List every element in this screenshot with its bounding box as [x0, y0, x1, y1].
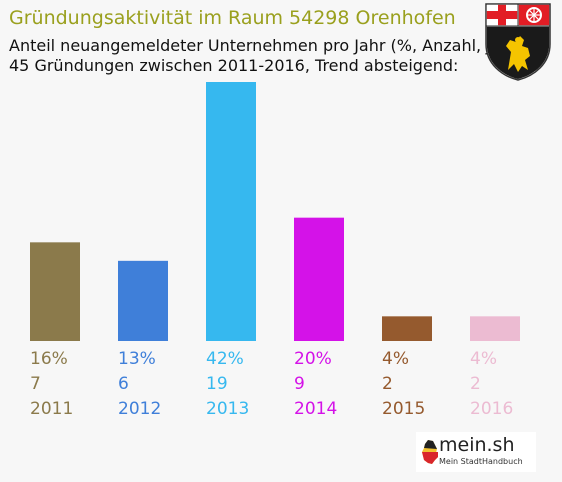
percent-label-2015: 4%: [382, 349, 409, 369]
count-label-2015: 2: [382, 374, 393, 394]
count-label-2011: 7: [30, 374, 41, 394]
germany-map-icon: [422, 440, 438, 464]
bar-2014: [294, 217, 344, 341]
count-label-2014: 9: [294, 374, 305, 394]
percent-label-2011: 16%: [30, 349, 68, 369]
bar-2013: [206, 82, 256, 341]
bar-2012: [118, 260, 168, 341]
brand-name: mein.sh: [439, 434, 515, 456]
year-label-2014: 2014: [294, 399, 337, 419]
brand-logo[interactable]: mein.sh Mein StadtHandbuch: [416, 432, 536, 472]
bar-2011: [30, 242, 80, 341]
percent-label-2012: 13%: [118, 349, 156, 369]
percent-label-2016: 4%: [470, 349, 497, 369]
percent-label-2013: 42%: [206, 349, 244, 369]
percent-label-2014: 20%: [294, 349, 332, 369]
chart-subtitle-line-2: 45 Gründungen zwischen 2011-2016, Trend …: [9, 56, 459, 75]
count-label-2012: 6: [118, 374, 129, 394]
year-label-2016: 2016: [470, 399, 513, 419]
year-label-2012: 2012: [118, 399, 161, 419]
year-label-2015: 2015: [382, 399, 425, 419]
count-label-2016: 2: [470, 374, 481, 394]
count-label-2013: 19: [206, 374, 228, 394]
year-label-2011: 2011: [30, 399, 73, 419]
chart-title: Gründungsaktivität im Raum 54298 Orenhof…: [9, 7, 456, 29]
bar-2015: [382, 316, 432, 341]
coat-of-arms-icon: [485, 3, 551, 81]
chart-subtitle-line-1: Anteil neuangemeldeter Unternehmen pro J…: [9, 36, 524, 55]
year-label-2013: 2013: [206, 399, 249, 419]
bar-2016: [470, 316, 520, 341]
brand-tagline: Mein StadtHandbuch: [439, 457, 523, 466]
